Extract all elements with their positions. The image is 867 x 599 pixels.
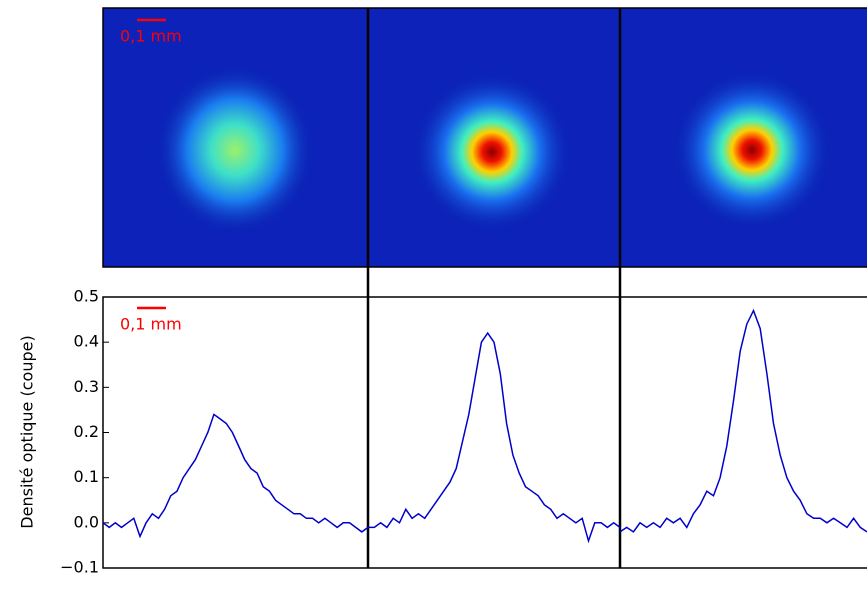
frame [102, 7, 867, 268]
profile-line [619, 308, 867, 533]
images: 0,1 mm [102, 7, 867, 268]
y-tick-label: −0.1 [60, 558, 99, 577]
y-tick-label: 0.1 [74, 467, 99, 486]
profile-line [102, 413, 369, 539]
y-tick-label: 0.2 [74, 422, 99, 441]
y-tick-label: 0.3 [74, 377, 99, 396]
blob [672, 70, 832, 230]
blob [412, 72, 572, 232]
y-tick-label: 0.4 [74, 332, 99, 351]
y-tick-label: 0.0 [74, 512, 99, 531]
y-tick-label: 0.5 [74, 287, 99, 306]
scale-label: 0,1 mm [120, 315, 182, 334]
y-axis-label: Densité optique (coupe) [18, 335, 37, 528]
profile-line [368, 331, 621, 544]
scale-label: 0,1 mm [120, 27, 182, 46]
blob [155, 65, 315, 235]
